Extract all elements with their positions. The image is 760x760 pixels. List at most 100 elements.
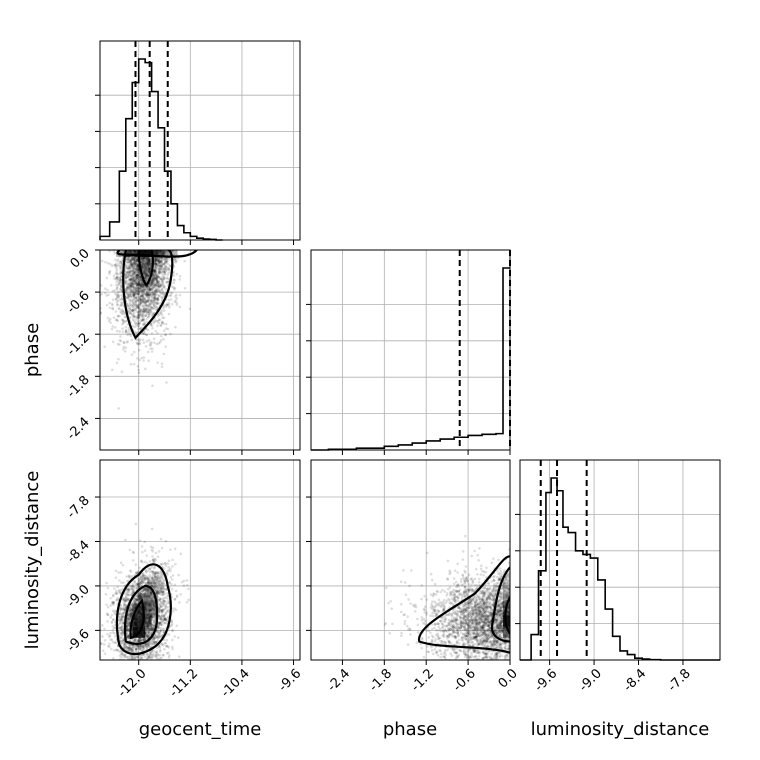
sample-point: [109, 638, 112, 641]
sample-point: [143, 598, 147, 601]
sample-point: [139, 286, 143, 290]
sample-point: [144, 276, 148, 280]
sample-point: [163, 262, 166, 266]
sample-point: [136, 283, 140, 287]
sample-point: [132, 282, 136, 286]
sample-point: [110, 302, 114, 306]
sample-point: [150, 280, 154, 283]
sample-point: [136, 267, 139, 271]
sample-point: [159, 277, 163, 281]
sample-point: [146, 270, 150, 273]
sample-point: [141, 304, 145, 308]
sample-point: [115, 275, 119, 279]
sample-point: [144, 314, 148, 318]
sample-point: [145, 575, 149, 579]
sample-point: [131, 312, 135, 315]
sample-point: [137, 597, 141, 601]
sample-point: [165, 644, 169, 648]
panel-frame: [519, 459, 721, 661]
sample-point: [110, 264, 114, 268]
sample-point: [143, 263, 147, 267]
sample-point: [144, 643, 147, 646]
sample-point: [147, 288, 151, 291]
sample-point: [167, 656, 171, 659]
sample-point: [127, 294, 130, 297]
sample-point: [162, 293, 165, 297]
sample-point: [129, 266, 132, 269]
sample-point: [114, 641, 117, 645]
sample-point: [133, 267, 136, 271]
sample-point: [154, 265, 158, 269]
sample-point: [162, 262, 166, 266]
sample-point: [145, 635, 149, 639]
sample-point: [152, 293, 156, 297]
sample-point: [146, 634, 149, 637]
sample-point: [125, 260, 128, 264]
sample-point: [144, 301, 148, 305]
sample-point: [123, 315, 127, 319]
sample-point: [183, 286, 187, 290]
sample-point: [128, 307, 131, 310]
sample-point: [127, 266, 130, 270]
sample-point: [134, 269, 137, 272]
sample-point: [120, 296, 124, 300]
sample-point: [131, 290, 135, 294]
sample-point: [135, 281, 138, 285]
sample-point: [124, 346, 128, 350]
y-tick-label: -1.2: [64, 330, 93, 359]
sample-point: [140, 282, 144, 286]
sample-point: [145, 657, 149, 660]
sample-point: [144, 266, 148, 270]
sample-point: [143, 269, 146, 272]
sample-point: [169, 298, 173, 301]
sample-point: [162, 602, 166, 606]
sample-point: [160, 605, 163, 609]
sample-point: [150, 584, 153, 588]
sample-point: [96, 638, 99, 641]
sample-point: [119, 561, 123, 565]
sample-point: [134, 300, 138, 303]
sample-point: [138, 584, 141, 588]
sample-point: [169, 332, 172, 336]
sample-point: [140, 291, 144, 295]
sample-point: [145, 601, 149, 605]
sample-point: [134, 648, 138, 651]
sample-point: [128, 643, 131, 647]
sample-point: [157, 602, 161, 606]
sample-point: [116, 258, 120, 261]
sample-point: [145, 290, 149, 293]
sample-point: [154, 636, 157, 640]
sample-point: [126, 286, 130, 290]
sample-point: [143, 266, 146, 269]
sample-point: [135, 268, 138, 272]
sample-point: [138, 594, 142, 598]
sample-point: [108, 634, 112, 638]
sample-point: [111, 307, 114, 311]
sample-point: [126, 588, 130, 591]
sample-point: [116, 585, 119, 589]
sample-point: [127, 622, 130, 625]
sample-point: [156, 634, 159, 638]
sample-point: [132, 258, 136, 262]
sample-point: [157, 280, 160, 283]
sample-point: [138, 286, 142, 289]
sample-point: [139, 299, 143, 302]
sample-point: [111, 677, 114, 680]
sample-point: [120, 318, 124, 321]
sample-point: [127, 646, 131, 649]
sample-point: [136, 320, 140, 324]
sample-point: [149, 283, 152, 287]
sample-point: [154, 302, 158, 306]
sample-point: [130, 262, 133, 265]
sample-point: [149, 579, 153, 583]
sample-point: [154, 329, 158, 333]
sample-point: [147, 633, 150, 637]
sample-point: [166, 280, 169, 283]
sample-point: [154, 581, 158, 584]
sample-point: [129, 648, 133, 651]
sample-point: [156, 319, 160, 323]
sample-point: [149, 651, 152, 655]
sample-point: [134, 282, 137, 285]
sample-point: [129, 615, 133, 619]
sample-point: [154, 640, 157, 644]
